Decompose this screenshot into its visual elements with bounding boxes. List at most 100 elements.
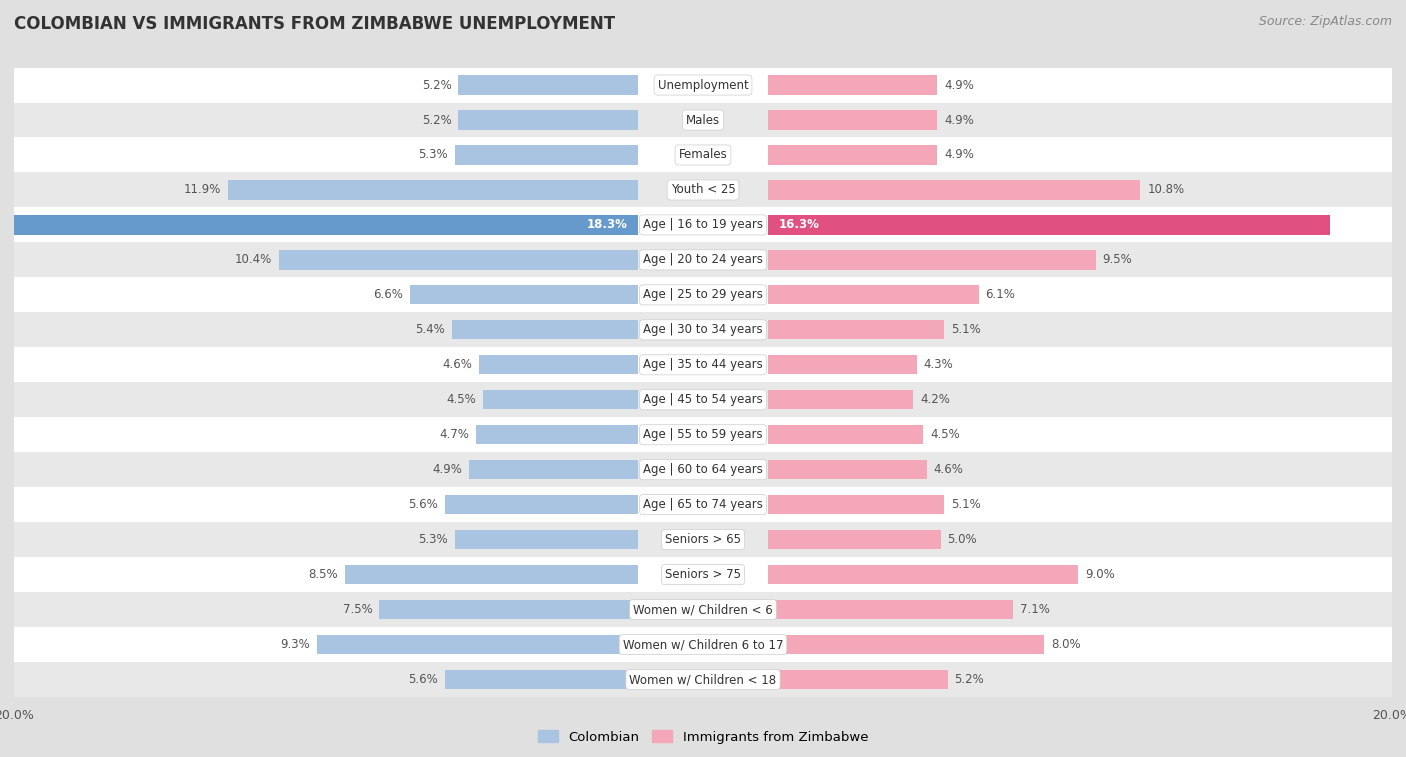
Text: Youth < 25: Youth < 25 [671, 183, 735, 197]
Text: 4.6%: 4.6% [934, 463, 963, 476]
Text: 11.9%: 11.9% [183, 183, 221, 197]
Text: 5.6%: 5.6% [408, 673, 437, 686]
Bar [769, 600, 1012, 619]
Bar [444, 670, 637, 689]
Bar [14, 347, 1392, 382]
Bar [14, 207, 1392, 242]
Bar [14, 417, 1392, 452]
Bar [228, 180, 637, 200]
Bar [14, 138, 1392, 173]
Text: 4.3%: 4.3% [924, 358, 953, 371]
Text: Age | 60 to 64 years: Age | 60 to 64 years [643, 463, 763, 476]
Text: 4.6%: 4.6% [443, 358, 472, 371]
Bar [769, 530, 941, 550]
Text: Females: Females [679, 148, 727, 161]
Bar [769, 670, 948, 689]
Text: Males: Males [686, 114, 720, 126]
Text: Age | 65 to 74 years: Age | 65 to 74 years [643, 498, 763, 511]
Text: 16.3%: 16.3% [779, 219, 820, 232]
Text: 9.3%: 9.3% [281, 638, 311, 651]
Text: 4.9%: 4.9% [432, 463, 461, 476]
Bar [769, 111, 938, 129]
Text: 5.2%: 5.2% [422, 114, 451, 126]
Bar [769, 495, 945, 514]
Text: 7.5%: 7.5% [343, 603, 373, 616]
Bar [14, 452, 1392, 488]
Bar [14, 313, 1392, 347]
Bar [769, 635, 1045, 654]
Text: 5.3%: 5.3% [419, 533, 449, 546]
Text: 4.5%: 4.5% [446, 394, 475, 407]
Text: Seniors > 75: Seniors > 75 [665, 568, 741, 581]
Text: 5.3%: 5.3% [419, 148, 449, 161]
Bar [7, 215, 637, 235]
Bar [769, 320, 945, 339]
Text: 5.2%: 5.2% [955, 673, 984, 686]
Bar [14, 277, 1392, 313]
Text: 6.1%: 6.1% [986, 288, 1015, 301]
Text: 4.7%: 4.7% [439, 428, 468, 441]
Text: Age | 35 to 44 years: Age | 35 to 44 years [643, 358, 763, 371]
Text: Women w/ Children < 18: Women w/ Children < 18 [630, 673, 776, 686]
Text: 5.1%: 5.1% [950, 323, 981, 336]
Bar [479, 355, 637, 375]
Text: Women w/ Children < 6: Women w/ Children < 6 [633, 603, 773, 616]
Text: Women w/ Children 6 to 17: Women w/ Children 6 to 17 [623, 638, 783, 651]
Text: 10.8%: 10.8% [1147, 183, 1184, 197]
Bar [769, 460, 927, 479]
Text: 4.2%: 4.2% [920, 394, 950, 407]
Text: Age | 55 to 59 years: Age | 55 to 59 years [643, 428, 763, 441]
Text: 5.1%: 5.1% [950, 498, 981, 511]
Bar [468, 460, 637, 479]
Bar [318, 635, 637, 654]
Text: 4.5%: 4.5% [931, 428, 960, 441]
Text: 18.3%: 18.3% [586, 219, 627, 232]
Text: 10.4%: 10.4% [235, 254, 273, 266]
Text: 9.0%: 9.0% [1085, 568, 1115, 581]
Bar [456, 530, 637, 550]
Bar [769, 215, 1330, 235]
Text: 8.0%: 8.0% [1050, 638, 1081, 651]
Bar [344, 565, 637, 584]
Bar [14, 627, 1392, 662]
Bar [14, 522, 1392, 557]
Bar [14, 382, 1392, 417]
Bar [411, 285, 637, 304]
Text: Source: ZipAtlas.com: Source: ZipAtlas.com [1258, 15, 1392, 28]
Text: 4.9%: 4.9% [945, 79, 974, 92]
Bar [769, 390, 912, 410]
Text: Age | 16 to 19 years: Age | 16 to 19 years [643, 219, 763, 232]
Bar [14, 102, 1392, 138]
Bar [769, 180, 1140, 200]
Bar [769, 355, 917, 375]
Bar [458, 76, 637, 95]
Text: 9.5%: 9.5% [1102, 254, 1132, 266]
Bar [14, 242, 1392, 277]
Bar [14, 662, 1392, 697]
Text: 4.9%: 4.9% [945, 114, 974, 126]
Text: 5.6%: 5.6% [408, 498, 437, 511]
Text: 6.6%: 6.6% [374, 288, 404, 301]
Bar [769, 285, 979, 304]
Bar [14, 173, 1392, 207]
Bar [14, 592, 1392, 627]
Text: COLOMBIAN VS IMMIGRANTS FROM ZIMBABWE UNEMPLOYMENT: COLOMBIAN VS IMMIGRANTS FROM ZIMBABWE UN… [14, 15, 616, 33]
Text: 5.2%: 5.2% [422, 79, 451, 92]
Bar [475, 425, 637, 444]
Bar [769, 565, 1078, 584]
Bar [444, 495, 637, 514]
Text: Age | 45 to 54 years: Age | 45 to 54 years [643, 394, 763, 407]
Bar [769, 251, 1095, 269]
Bar [14, 488, 1392, 522]
Bar [14, 557, 1392, 592]
Text: 7.1%: 7.1% [1019, 603, 1050, 616]
Bar [14, 67, 1392, 102]
Bar [458, 111, 637, 129]
Text: 5.4%: 5.4% [415, 323, 444, 336]
Bar [769, 425, 924, 444]
Bar [451, 320, 637, 339]
Text: Age | 25 to 29 years: Age | 25 to 29 years [643, 288, 763, 301]
Text: Age | 20 to 24 years: Age | 20 to 24 years [643, 254, 763, 266]
Text: 8.5%: 8.5% [308, 568, 337, 581]
Text: Seniors > 65: Seniors > 65 [665, 533, 741, 546]
